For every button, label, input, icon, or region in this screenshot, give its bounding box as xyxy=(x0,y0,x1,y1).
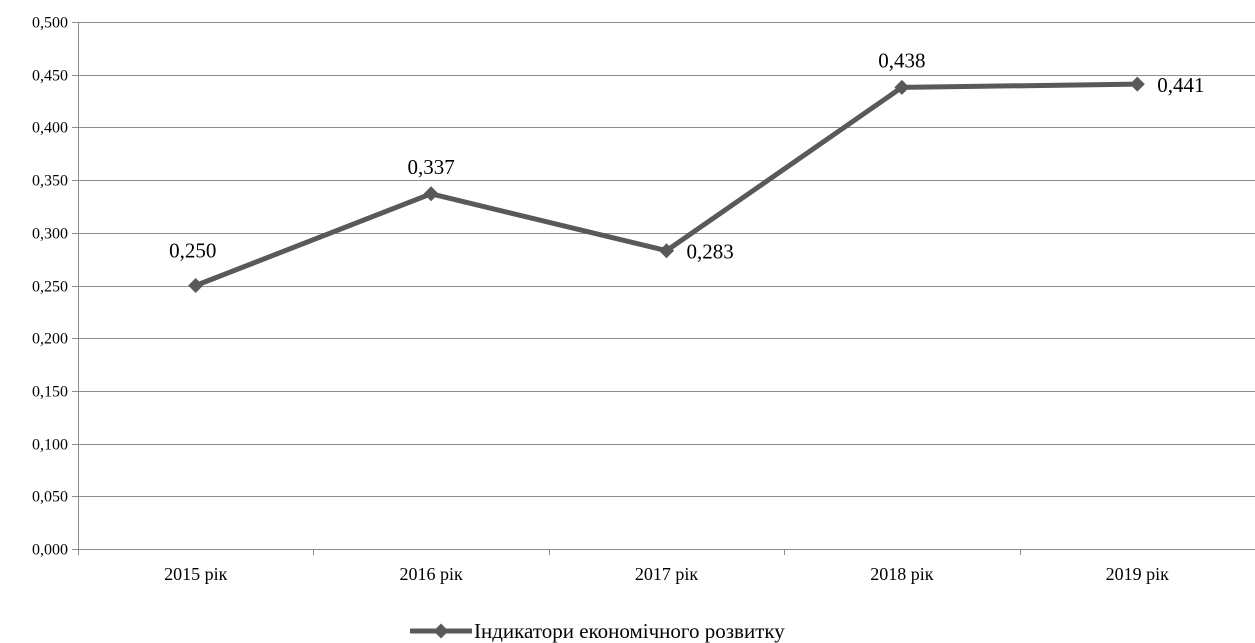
y-tick-label: 0,250 xyxy=(32,279,68,296)
x-tick-label: 2018 рік xyxy=(870,564,934,584)
y-tick-label: 0,450 xyxy=(32,68,68,85)
y-tick-label: 0,050 xyxy=(32,489,68,506)
data-label: 0,250 xyxy=(169,239,216,263)
data-label: 0,337 xyxy=(407,155,454,179)
y-tick-label: 0,150 xyxy=(32,384,68,401)
x-tick-label: 2019 рік xyxy=(1106,564,1170,584)
data-label: 0,283 xyxy=(687,240,734,264)
y-tick-label: 0,100 xyxy=(32,437,68,454)
y-tick-label: 0,500 xyxy=(32,15,68,32)
data-point-marker xyxy=(423,186,439,202)
x-tick-label: 2015 рік xyxy=(164,564,228,584)
data-point-marker xyxy=(894,79,910,95)
y-tick-label: 0,200 xyxy=(32,331,68,348)
data-point-marker xyxy=(1129,76,1145,92)
y-tick-label: 0,300 xyxy=(32,226,68,243)
y-tick-label: 0,000 xyxy=(32,542,68,559)
data-label: 0,441 xyxy=(1157,73,1204,97)
y-tick-label: 0,400 xyxy=(32,120,68,137)
legend: Індикатори економічного розвитку xyxy=(410,619,785,643)
data-point-marker xyxy=(659,243,674,259)
y-axis-ticks: 0,000 0,050 0,100 0,150 0,200 0,250 0,300 0,350… xyxy=(32,15,78,559)
x-tick-label: 2016 рік xyxy=(399,564,463,584)
legend-label: Індикатори економічного розвитку xyxy=(474,619,785,643)
x-tick-label: 2017 рік xyxy=(635,564,699,584)
x-axis: 2015 рік 2016 рік 2017 рік 2018 рік 2019 рік xyxy=(78,22,1255,584)
y-tick-label: 0,350 xyxy=(32,173,68,190)
legend-marker-diamond-icon xyxy=(433,623,449,639)
data-label: 0,438 xyxy=(878,48,925,72)
gridlines xyxy=(78,22,1255,497)
series-group: 0,250 0,337 0,283 0,438 0,441 xyxy=(169,48,1205,293)
data-point-marker xyxy=(188,278,204,293)
